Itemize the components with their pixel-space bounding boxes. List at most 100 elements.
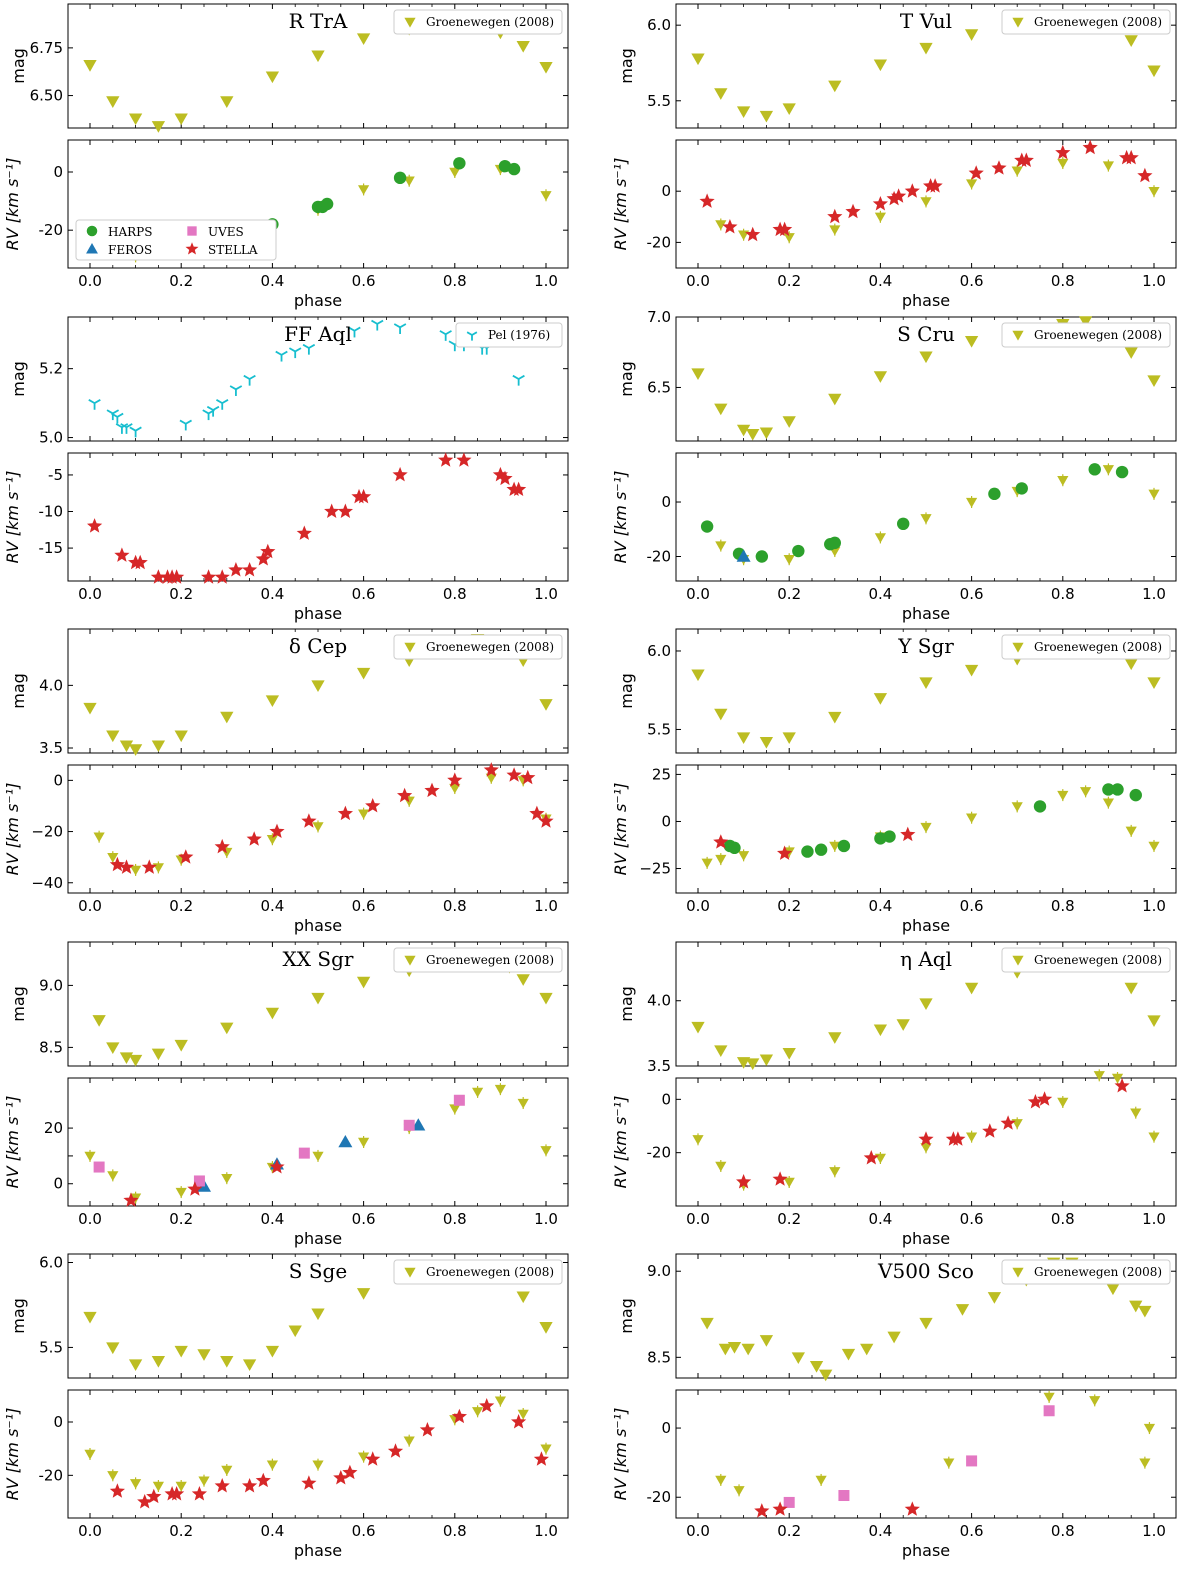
v500-sco-title: V500 Sco (877, 1259, 974, 1283)
ff-aql-mag-label: mag (9, 361, 28, 397)
r-tra-lc-point (311, 50, 325, 63)
y-sgr-rv-curve: 0.0 0.2 0.4 0.6 0.8 1.0 −25 0 25 phase RV [km s⁻¹] (611, 764, 1177, 935)
v500-sco-x-tick-label: 0.4 (868, 1522, 892, 1540)
s-cru-lc-legend-marker (1012, 330, 1024, 341)
ff-aql-lc-point (348, 326, 361, 338)
v500-sco-x-tick-label: 0.6 (960, 1522, 984, 1540)
t-vul-rv-curve: 0.0 0.2 0.4 0.6 0.8 1.0 -20 0 phase RV [km s⁻¹] (611, 139, 1177, 310)
s-cru-rv-y-tick-label: -20 (647, 547, 672, 565)
cep-rv-point-groenewegen-2008 (485, 773, 497, 784)
s-sge-rv-y-tick-label: -20 (39, 1466, 64, 1484)
t-vul-rv-point-stella (722, 219, 738, 234)
r-tra-lc-point (220, 96, 234, 108)
s-sge-rv-point-stella (365, 1451, 381, 1466)
t-vul-rv-point-groenewegen-2008 (829, 225, 841, 236)
t-vul-rv-point-groenewegen-2008 (1011, 166, 1023, 177)
y-sgr-x-tick-label: 0.6 (960, 897, 984, 915)
aql-lc-point (1147, 1015, 1161, 1027)
aql-rv-point-stella (736, 1174, 752, 1189)
aql-mag-y-tick-label: 3.5 (647, 1057, 671, 1075)
s-sge-lc-point (539, 1322, 553, 1334)
v500-sco-lc-point (987, 1292, 1002, 1304)
xx-sgr-x-tick-label: 0.4 (260, 1210, 284, 1228)
t-vul-rv-point-stella (1018, 152, 1034, 167)
y-sgr-rv-point-groenewegen-2008 (715, 854, 727, 865)
ff-aql-rv-point-stella (324, 503, 340, 518)
cep-rv-point-stella (506, 767, 522, 782)
aql-rv-label: RV [km s⁻¹] (611, 1096, 630, 1189)
s-sge-lc-legend-label: Groenewegen (2008) (426, 1265, 554, 1279)
t-vul-rv-point-stella (872, 196, 888, 211)
r-tra-rv-point-harps (507, 162, 521, 176)
aql-rv-point-groenewegen-2008 (829, 1167, 841, 1177)
xx-sgr-lc-point (151, 1048, 166, 1061)
cep-rv-point-groenewegen-2008 (449, 783, 461, 794)
t-vul-mag-y-tick-label: 5.5 (647, 92, 671, 110)
y-sgr-rv-point-groenewegen-2008 (1057, 790, 1069, 801)
aql-rv-point-stella (982, 1123, 998, 1138)
cep-lc-legend-label: Groenewegen (2008) (426, 640, 554, 654)
r-tra-lc-legend-label: Groenewegen (2008) (426, 15, 554, 29)
ff-aql-lc-point (120, 423, 133, 434)
y-sgr-rv-point-harps (837, 839, 851, 853)
y-sgr-rv-point-groenewegen-2008 (920, 822, 932, 833)
s-cru-x-tick-label: 1.0 (1142, 585, 1166, 603)
ff-aql-rv-point-stella (438, 452, 454, 467)
xx-sgr-lc-legend-marker (404, 955, 416, 966)
aql-rv-point-stella (1037, 1091, 1053, 1106)
xx-sgr-rv-point-groenewegen-2008 (517, 1098, 529, 1109)
s-cru-rv-point-groenewegen-2008 (920, 514, 932, 524)
s-sge-rv-point-groenewegen-2008 (358, 1452, 370, 1463)
y-sgr-lc-point (714, 708, 728, 721)
s-cru-rv-point-groenewegen-2008 (715, 541, 727, 552)
y-sgr-lc-point (736, 732, 751, 744)
s-cru-mag-y-tick-label: 7.0 (647, 308, 671, 326)
r-tra-lc-point (128, 113, 143, 126)
t-vul-rv-point-stella (845, 203, 861, 219)
y-sgr-rv-label: RV [km s⁻¹] (611, 783, 630, 876)
v500-sco-lc-point (727, 1342, 742, 1354)
s-cru-lc-point (1147, 375, 1161, 388)
ff-aql-rv-label: RV [km s⁻¹] (3, 471, 22, 564)
v500-sco-rv-point-stella (772, 1501, 788, 1516)
cep-title: δ Cep (289, 634, 347, 658)
cep-mag-label: mag (9, 673, 28, 709)
s-sge-rv-y-tick-label: 0 (53, 1413, 63, 1431)
ff-aql-rv-point-stella (492, 466, 508, 482)
cep-x-tick-label: 0.6 (352, 897, 376, 915)
xx-sgr-mag-y-tick-label: 8.5 (39, 1038, 63, 1056)
s-sge-lc-legend (393, 1259, 563, 1285)
aql-rv-point-groenewegen-2008 (1148, 1132, 1160, 1143)
ff-aql-rv-point-stella (87, 518, 103, 533)
y-sgr-lc-legend (1001, 634, 1171, 660)
v500-sco-lc-point (887, 1331, 901, 1344)
s-sge-lc-point (128, 1359, 143, 1372)
s-cru-rv-point-groenewegen-2008 (874, 533, 886, 544)
aql-rv-point-groenewegen-2008 (1093, 1071, 1105, 1081)
y-sgr-rv-y-tick-label: 25 (652, 765, 671, 783)
r-tra-lc-point (151, 121, 166, 133)
t-vul-x-tick-label: 0.8 (1051, 272, 1075, 290)
aql-x-tick-label: 0.8 (1051, 1210, 1075, 1228)
r-tra-lc-legend-marker (404, 17, 416, 28)
t-vul-lc-point (919, 42, 933, 55)
s-sge-rv-point-groenewegen-2008 (403, 1436, 415, 1447)
s-sge-mag-y-tick-label: 5.5 (39, 1338, 63, 1356)
s-sge-rv-point-groenewegen-2008 (266, 1460, 278, 1471)
v500-sco-rv-point-groenewegen-2008 (1043, 1392, 1055, 1403)
aql-mag-label: mag (617, 986, 636, 1022)
t-vul-rv-point-stella (1137, 167, 1153, 183)
t-vul-lc-legend-label: Groenewegen (2008) (1034, 15, 1162, 29)
r-tra-x-tick-label: 0.8 (443, 272, 467, 290)
ff-aql-lc-point (229, 385, 243, 396)
ff-aql-lc-legend (455, 322, 563, 348)
ff-aql-lc-point (439, 330, 452, 341)
s-cru-mag-label: mag (617, 361, 636, 397)
s-sge-x-tick-label: 0.6 (352, 1522, 376, 1540)
v500-sco-lc-point (1138, 1305, 1152, 1318)
cep-lc-point (220, 711, 234, 724)
t-vul-rv-point-groenewegen-2008 (1148, 187, 1160, 197)
t-vul-rv-point-groenewegen-2008 (783, 233, 795, 243)
s-sge-rv-point-groenewegen-2008 (84, 1449, 96, 1460)
